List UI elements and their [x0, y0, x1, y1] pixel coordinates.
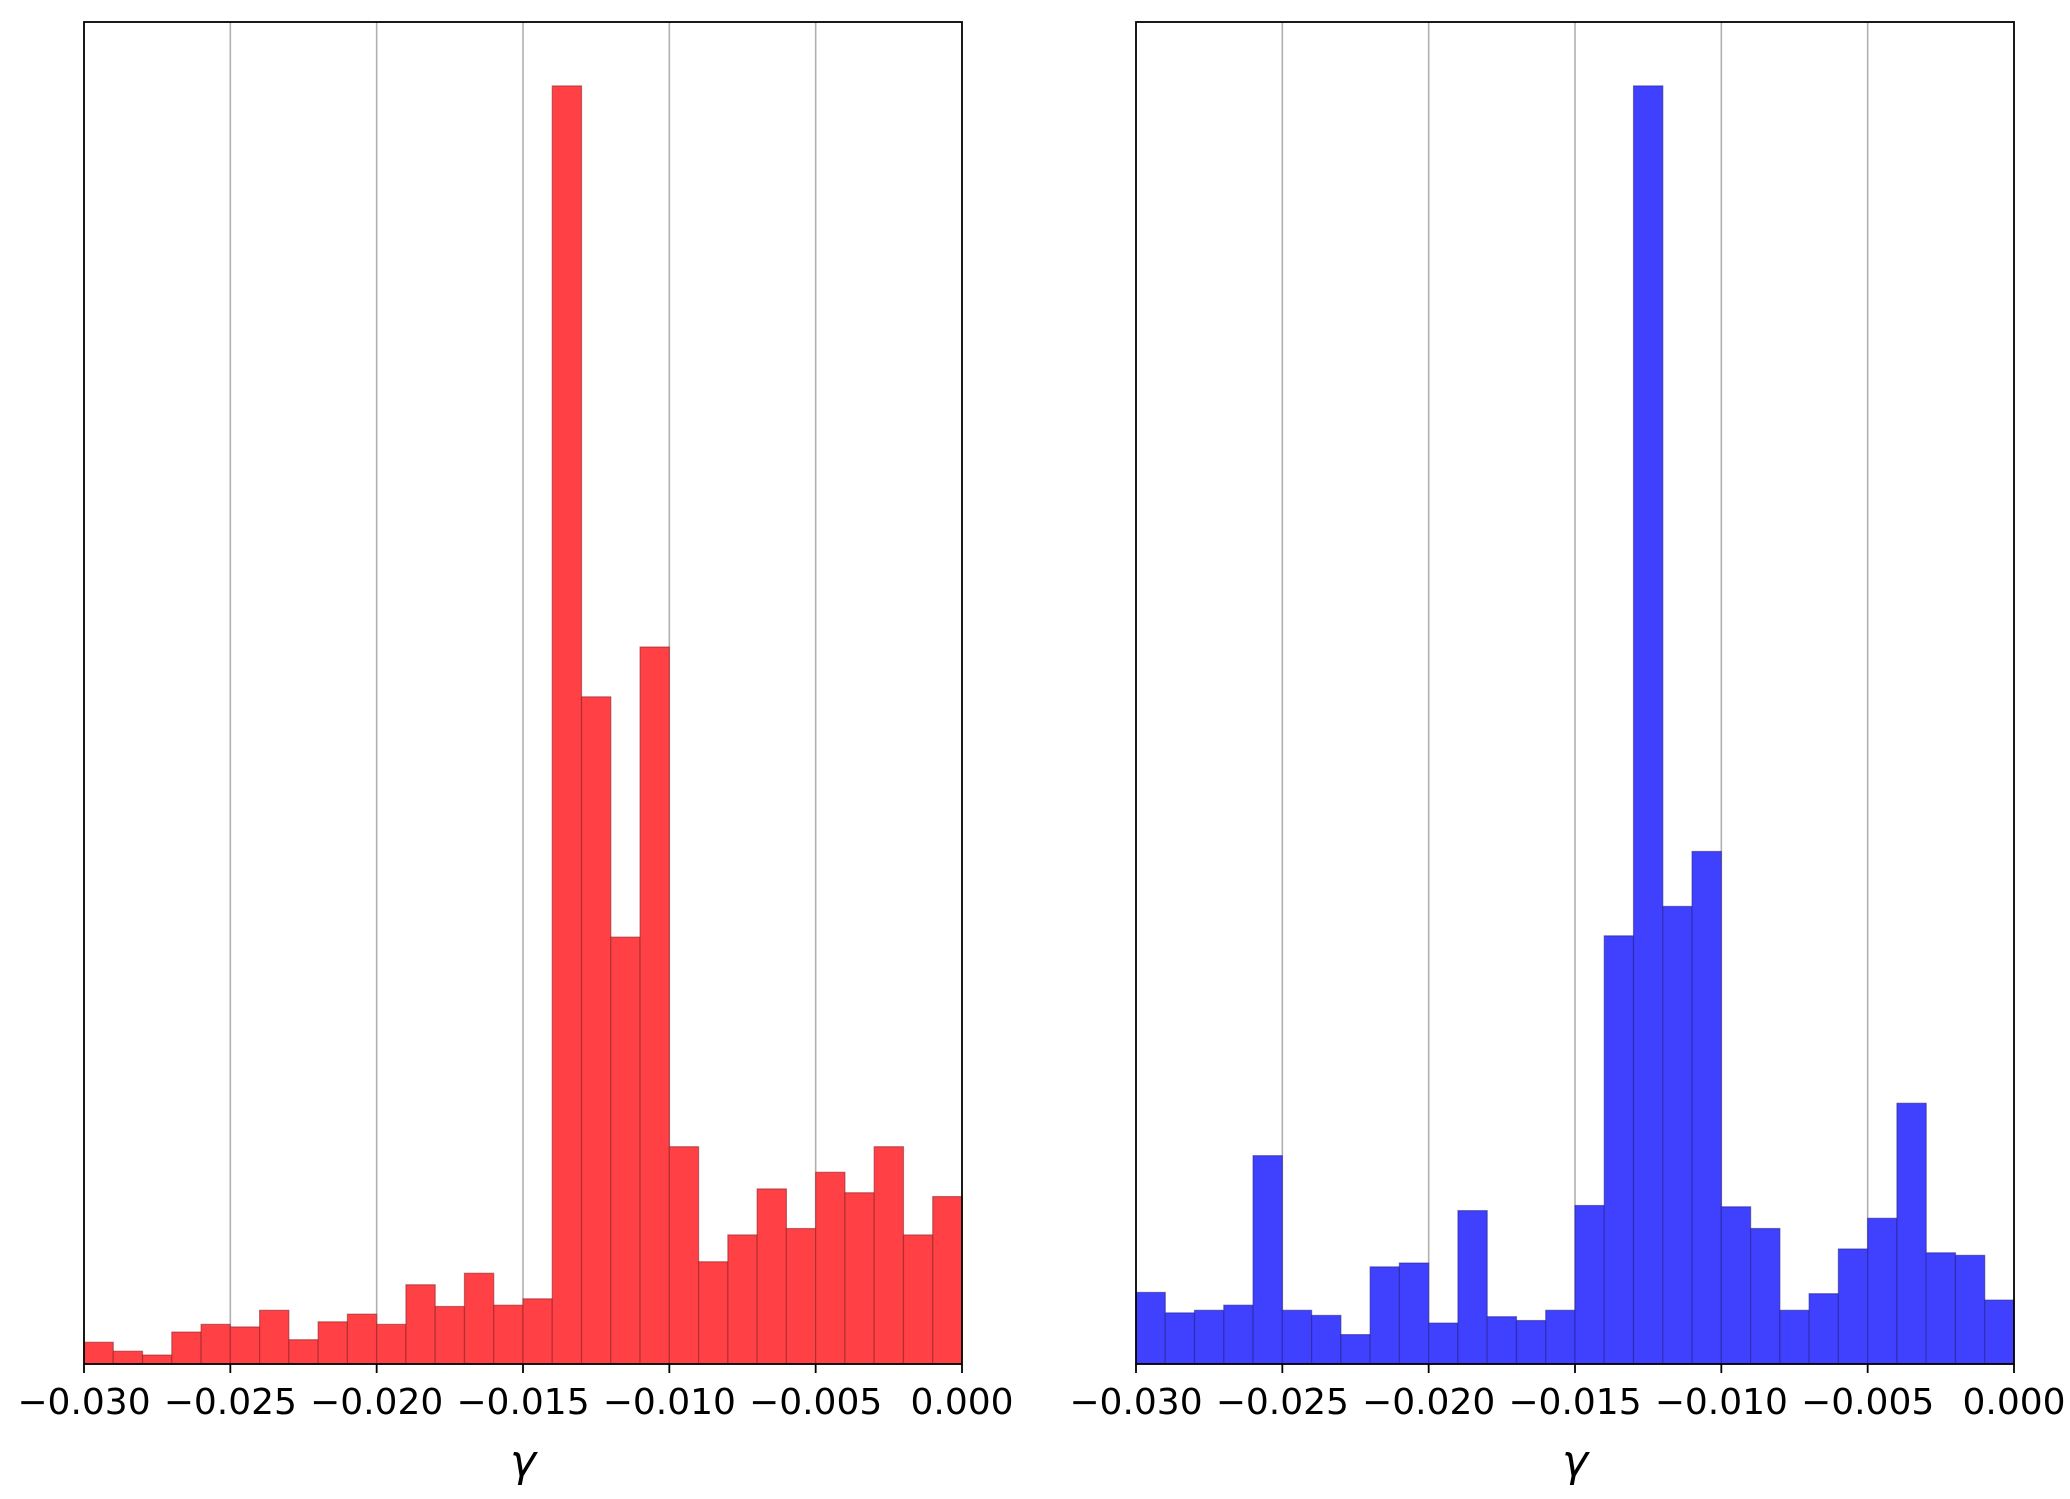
left-x-tick-label: −0.020 [310, 1382, 443, 1423]
left-histogram-bar [785, 1227, 817, 1365]
left-histogram-bar [697, 1261, 729, 1365]
left-x-tick-label: 0.000 [910, 1382, 1013, 1423]
right-x-tick-label: −0.015 [1508, 1382, 1641, 1423]
right-histogram-bar [1984, 1299, 2015, 1365]
left-histogram-bar [902, 1234, 934, 1365]
left-histogram-bar [580, 696, 612, 1365]
left-histogram-bar [551, 85, 583, 1365]
left-histogram-bar [932, 1195, 963, 1365]
right-histogram-bar [1281, 1309, 1313, 1365]
right-histogram-bar [1223, 1304, 1254, 1365]
left-histogram-bar [610, 936, 641, 1365]
left-histogram-bar [815, 1171, 846, 1365]
right-x-tick-label: −0.030 [1069, 1382, 1202, 1423]
right-histogram-bar [1486, 1316, 1518, 1365]
right-histogram-bar [1691, 850, 1722, 1365]
right-histogram-bar [1837, 1248, 1869, 1365]
left-histogram-bar [727, 1234, 758, 1365]
right-histogram-bar [1574, 1204, 1605, 1365]
left-histogram-bar [405, 1284, 436, 1365]
right-histogram-bar [1252, 1155, 1283, 1365]
left-histogram-panel: −0.030 −0.025 −0.020 −0.015 −0.010 −0.005 0.00… [17, 21, 1014, 1487]
left-histogram-bar [171, 1331, 202, 1365]
left-x-axis-label: γ [510, 1436, 538, 1487]
left-histogram-bar [376, 1323, 407, 1365]
left-histogram-bar [200, 1323, 231, 1365]
right-histogram-bar [1632, 85, 1664, 1365]
right-histogram-bar [1515, 1319, 1547, 1365]
left-x-tick-label: −0.015 [456, 1382, 589, 1423]
left-histogram-bar [756, 1188, 788, 1365]
right-x-tick-label: −0.020 [1362, 1382, 1495, 1423]
right-x-tick-label: −0.025 [1216, 1382, 1349, 1423]
left-histogram-bar [639, 646, 670, 1365]
left-x-tick-label: −0.025 [164, 1382, 297, 1423]
left-histogram-bar [83, 1341, 114, 1365]
left-histogram-bar [522, 1298, 553, 1365]
left-histogram-bar [288, 1339, 319, 1365]
right-histogram-bar [1867, 1217, 1898, 1365]
right-histogram-bar [1457, 1210, 1488, 1365]
left-x-tick-label: −0.030 [17, 1382, 150, 1423]
right-histogram-bar [1135, 1291, 1166, 1365]
right-x-axis-label: γ [1562, 1436, 1590, 1487]
right-histogram-bar [1398, 1262, 1430, 1365]
left-histogram-bar [668, 1146, 700, 1365]
left-histogram-bar [463, 1272, 495, 1365]
left-histogram-bar [259, 1309, 290, 1365]
right-x-tick-label: 0.000 [1962, 1382, 2065, 1423]
right-histogram-bar [1164, 1312, 1196, 1365]
left-histogram-bar [229, 1326, 261, 1365]
right-histogram-panel: −0.030 −0.025 −0.020 −0.015 −0.010 −0.005 0.00… [1069, 21, 2066, 1487]
left-x-tick-label: −0.010 [603, 1382, 736, 1423]
left-x-tick-label: −0.005 [749, 1382, 882, 1423]
right-histogram-bar [1428, 1322, 1459, 1365]
left-histogram-bar [112, 1350, 144, 1365]
left-histogram-bar [317, 1321, 348, 1365]
left-histogram-bar [141, 1354, 173, 1365]
right-histogram-bar [1545, 1309, 1576, 1365]
right-histogram-bar [1193, 1309, 1225, 1365]
right-histogram-bar [1720, 1206, 1752, 1365]
right-x-tick-label: −0.005 [1801, 1382, 1934, 1423]
right-histogram-bar [1925, 1252, 1957, 1365]
right-histogram-bar [1662, 905, 1693, 1365]
right-histogram-bar [1369, 1266, 1400, 1365]
right-histogram-bar [1310, 1314, 1342, 1365]
right-histogram-bar [1749, 1227, 1781, 1365]
right-histogram-bar [1779, 1309, 1810, 1365]
left-histogram-bar [346, 1313, 378, 1365]
right-histogram-bar [1808, 1293, 1839, 1365]
right-histogram-bar [1954, 1254, 1986, 1365]
left-histogram-bar [493, 1304, 524, 1365]
right-histogram-bar [1896, 1102, 1927, 1365]
left-histogram-bar [844, 1192, 875, 1365]
right-histogram-bar [1603, 935, 1635, 1365]
right-histogram-bar [1340, 1334, 1371, 1365]
right-x-tick-label: −0.010 [1655, 1382, 1788, 1423]
left-histogram-bar [434, 1305, 466, 1365]
left-histogram-bar [873, 1146, 905, 1365]
